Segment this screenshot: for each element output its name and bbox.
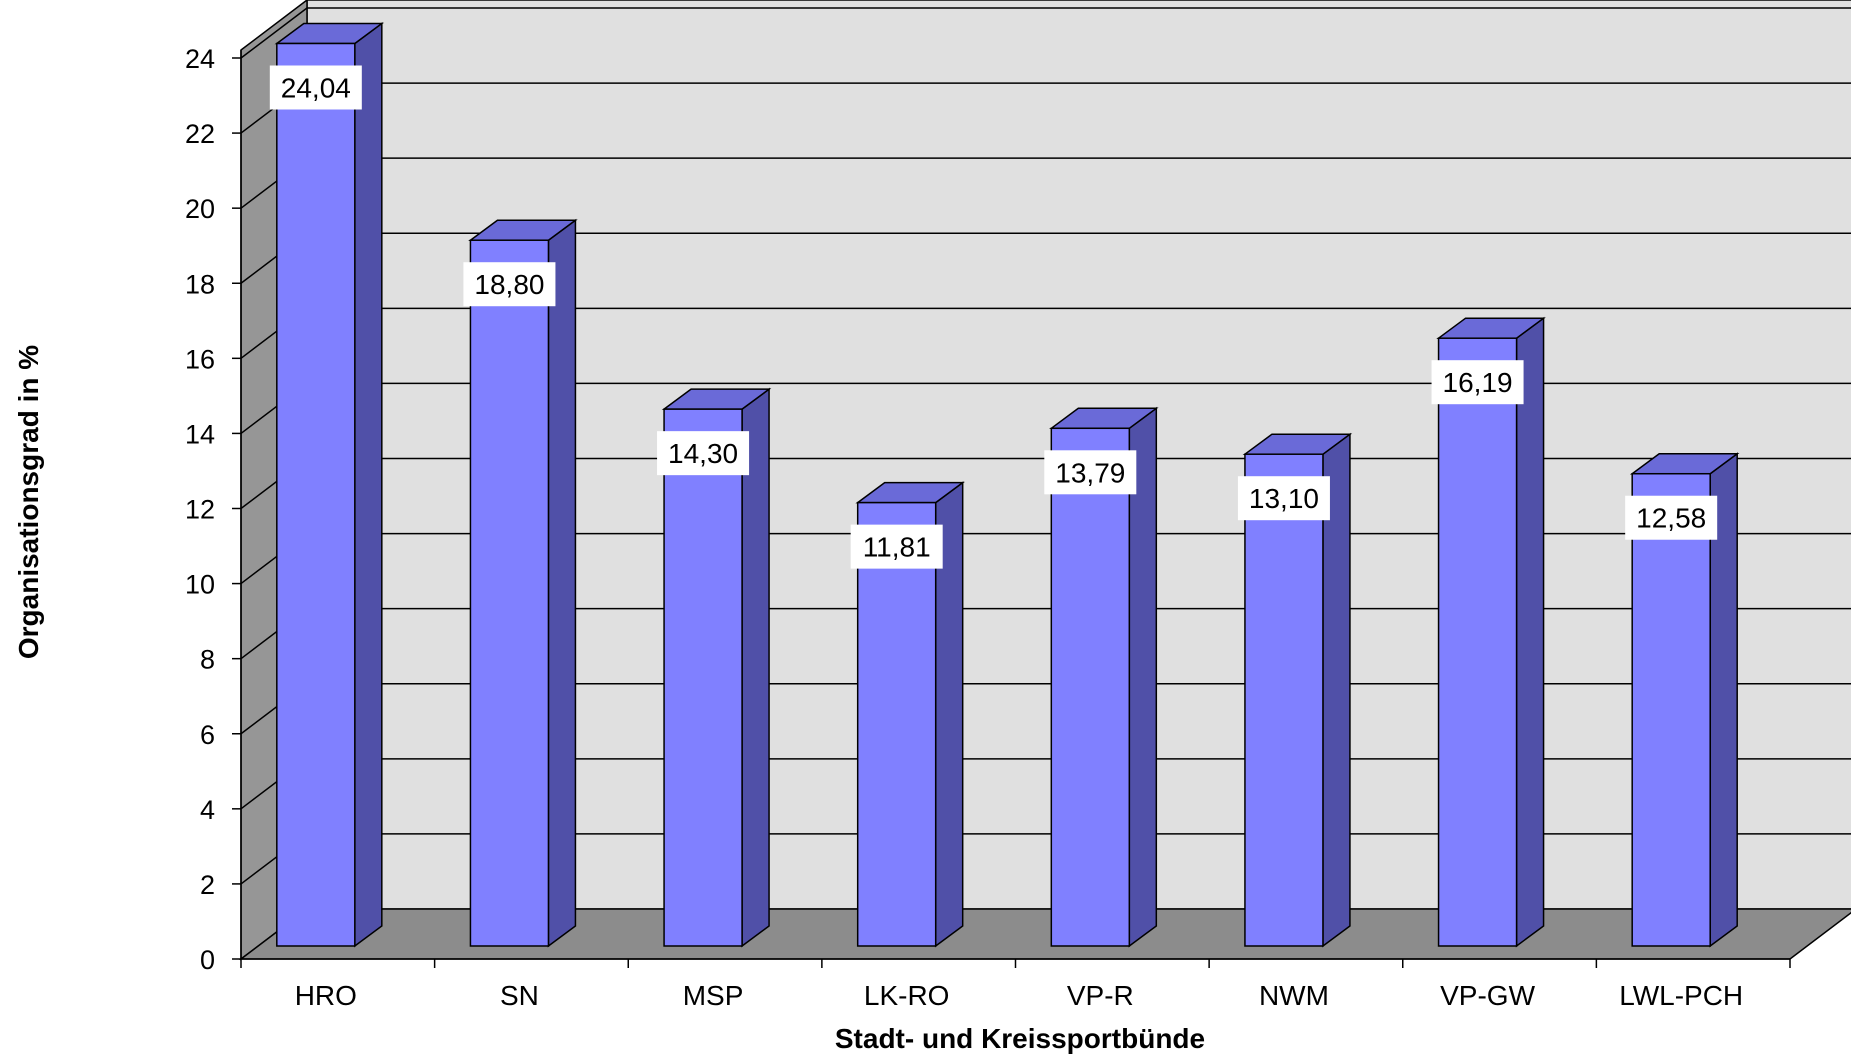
bar: 13,10 (1237, 432, 1353, 948)
bar: 24,04 (269, 22, 385, 948)
x-axis-title: Stadt- und Kreissportbünde (835, 1023, 1205, 1054)
data-label: 16,19 (1443, 367, 1513, 398)
bar-side (547, 218, 577, 948)
bar: 12,58 (1625, 452, 1740, 948)
data-label: 24,04 (281, 72, 351, 103)
axes (232, 50, 1791, 968)
data-label: 18,80 (474, 269, 544, 300)
x-tick-label: VP-GW (1440, 980, 1535, 1011)
x-tick-label: NWM (1259, 980, 1329, 1011)
bar-side (354, 22, 383, 948)
bar-front (856, 501, 937, 947)
bar-front (663, 408, 743, 947)
bar-front (1050, 427, 1131, 947)
data-label-box (850, 524, 943, 569)
bars: 24,04 18,80 14,30 11,81 13,79 13,10 16,19 12,58 (269, 22, 1740, 948)
y-tick-label: 18 (185, 269, 215, 299)
x-tick-label: HRO (295, 980, 357, 1011)
data-label-box (657, 431, 750, 476)
y-tick-label: 10 (185, 570, 215, 600)
bar-front (1631, 472, 1711, 947)
bar: 18,80 (463, 218, 578, 948)
data-label-box (269, 65, 362, 110)
y-tick-label: 20 (185, 194, 215, 224)
data-label: 12,58 (1636, 503, 1706, 534)
y-tick-label: 22 (185, 119, 215, 149)
x-tick-label: VP-R (1067, 980, 1134, 1011)
x-tick-label: LK-RO (864, 980, 950, 1011)
y-tick-label: 24 (185, 44, 215, 74)
bar: 16,19 (1431, 316, 1546, 948)
bar-side (1515, 316, 1545, 948)
y-tick-label: 16 (185, 344, 215, 374)
data-label-box (1625, 495, 1718, 540)
bar: 11,81 (850, 481, 965, 948)
data-label-box (463, 262, 556, 307)
gridline-side (240, 7, 308, 59)
y-tick-label: 0 (200, 945, 215, 975)
y-tick-label: 8 (200, 645, 215, 675)
bar-front (1437, 337, 1518, 947)
bar: 13,79 (1044, 406, 1159, 948)
y-axis-title: Organisationsgrad in % (13, 345, 44, 659)
data-label-box (1237, 476, 1330, 521)
data-label: 14,30 (668, 438, 738, 469)
x-tick-label: SN (500, 980, 539, 1011)
bar: 14,30 (657, 387, 772, 948)
y-tick-label: 12 (185, 495, 215, 525)
data-label: 13,10 (1249, 483, 1319, 514)
x-tick-label: MSP (683, 980, 744, 1011)
y-tick-label: 6 (200, 720, 215, 750)
x-tick-labels: HRO SN MSP LK-RO VP-R NWM VP-GW LWL-PCH (295, 980, 1743, 1011)
data-label-box (1431, 360, 1524, 405)
x-tick-label: LWL-PCH (1619, 980, 1743, 1011)
bar-front (469, 239, 550, 947)
data-label: 13,79 (1055, 457, 1125, 488)
y-tick-label: 4 (200, 795, 215, 825)
y-tick-label: 14 (185, 419, 215, 449)
data-label: 11,81 (863, 532, 931, 563)
bar-front (1244, 453, 1324, 947)
data-label-box (1044, 450, 1137, 495)
y-tick-label: 2 (200, 870, 215, 900)
bar-front (276, 42, 356, 947)
